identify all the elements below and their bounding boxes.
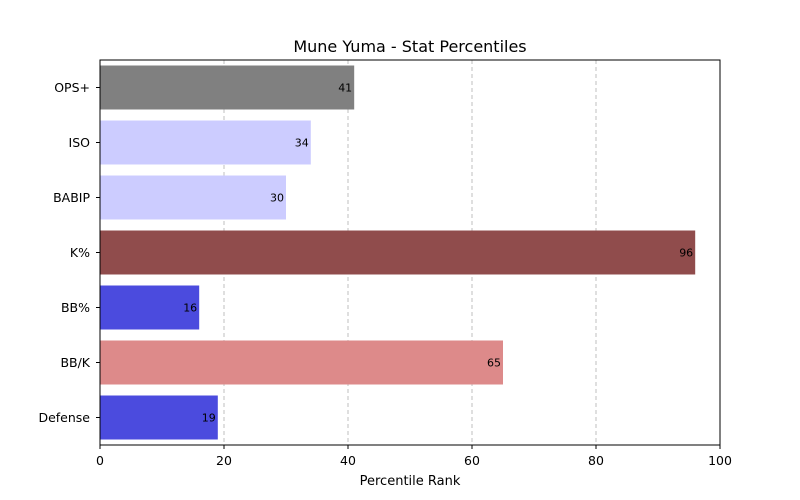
x-tick-label-80: 80 xyxy=(588,453,604,468)
x-tick-label-0: 0 xyxy=(96,453,104,468)
data-label-bb-k: 65 xyxy=(487,357,501,370)
bars xyxy=(100,65,696,440)
x-axis-label: Percentile Rank xyxy=(360,474,461,489)
x-tick-label-40: 40 xyxy=(340,453,356,468)
y-axis-ticks: OPS+ ISO BABIP K% BB% BB/K Defense xyxy=(38,80,100,425)
data-label-ops: 41 xyxy=(338,82,352,95)
data-labels: 41 34 30 96 16 65 19 xyxy=(183,82,693,425)
x-tick-label-60: 60 xyxy=(464,453,480,468)
y-tick-label-ops: OPS+ xyxy=(54,80,90,95)
data-label-defense: 19 xyxy=(202,412,216,425)
bar-bb xyxy=(100,285,200,330)
y-tick-label-iso: ISO xyxy=(69,135,91,150)
x-tick-label-100: 100 xyxy=(708,453,732,468)
y-tick-label-defense: Defense xyxy=(38,410,90,425)
bar-iso xyxy=(100,120,311,165)
bar-ops xyxy=(100,65,355,110)
data-label-babip: 30 xyxy=(270,192,284,205)
bar-bb-k xyxy=(100,340,503,385)
y-tick-label-k: K% xyxy=(70,245,90,260)
bar-babip xyxy=(100,175,286,220)
data-label-iso: 34 xyxy=(295,137,309,150)
chart-title: Mune Yuma - Stat Percentiles xyxy=(293,37,526,56)
y-tick-label-bb-k: BB/K xyxy=(60,355,90,370)
y-tick-label-babip: BABIP xyxy=(53,190,90,205)
x-tick-label-20: 20 xyxy=(216,453,232,468)
data-label-bb: 16 xyxy=(183,302,197,315)
bar-k xyxy=(100,230,696,275)
data-label-k: 96 xyxy=(679,247,693,260)
y-tick-label-bb: BB% xyxy=(61,300,90,315)
x-axis-ticks: 0 20 40 60 80 100 xyxy=(96,445,732,468)
bar-defense xyxy=(100,395,218,440)
